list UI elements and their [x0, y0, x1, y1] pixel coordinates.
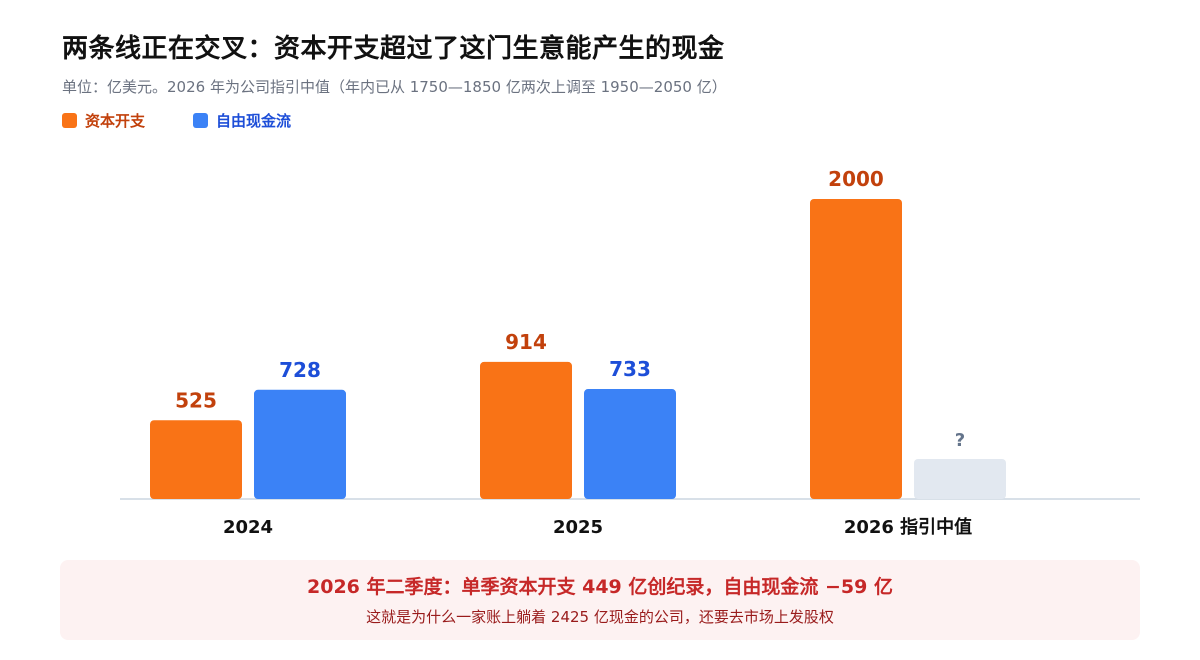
bar-capex-1 [480, 361, 572, 499]
legend: 资本开支 自由现金流 [62, 110, 291, 131]
legend-item-capex: 资本开支 [62, 110, 145, 131]
legend-label-capex: 资本开支 [85, 112, 146, 130]
x-tick-label-0: 2024 [223, 517, 273, 538]
legend-label-fcf: 自由现金流 [216, 112, 292, 130]
bar-placeholder-fcf-2 [914, 459, 1006, 499]
x-tick-label-1: 2025 [553, 517, 603, 538]
legend-swatch-fcf [193, 113, 209, 128]
data-label-capex-0: 525 [175, 388, 217, 412]
legend-swatch-capex [62, 113, 77, 128]
x-tick-label-2: 2026 指引中值 [844, 516, 972, 538]
data-label-fcf-1: 733 [609, 357, 651, 381]
legend-item-fcf: 自由现金流 [193, 110, 291, 131]
bar-chart: 525 728 2024 914 733 2025 2000? 2026 指引中值 [120, 167, 1140, 538]
data-label-capex-1: 914 [505, 330, 547, 354]
chart-subtitle: 单位：亿美元。2026 年为公司指引中值（年内已从 1750—1850 亿两次上… [62, 78, 727, 96]
callout-headline: 2026 年二季度：单季资本开支 449 亿创纪录，自由现金流 −59 亿 [307, 576, 893, 598]
bar-capex-2 [810, 199, 902, 499]
chart-title: 两条线正在交叉：资本开支超过了这门生意能产生的现金 [62, 34, 725, 64]
bar-fcf-1 [584, 389, 676, 499]
callout-subtext: 这就是为什么一家账上躺着 2425 亿现金的公司，还要去市场上发股权 [366, 608, 834, 626]
callout-box: 2026 年二季度：单季资本开支 449 亿创纪录，自由现金流 −59 亿 这就… [60, 560, 1140, 640]
data-label-capex-2: 2000 [828, 167, 884, 191]
data-label-fcf-2: ? [955, 430, 965, 451]
data-label-fcf-0: 728 [279, 358, 321, 382]
bar-fcf-0 [254, 389, 346, 499]
bar-capex-0 [150, 420, 242, 499]
